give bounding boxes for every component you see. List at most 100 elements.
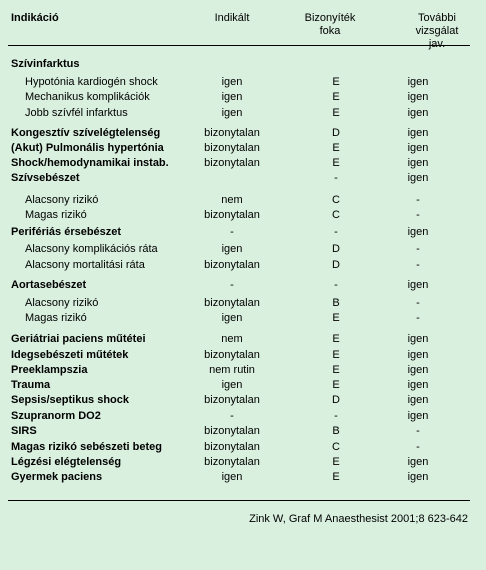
table-row: Alacsony mortalitási ráta bizonytalan D - — [0, 258, 486, 272]
table-row: SIRS bizonytalan B - — [0, 424, 486, 438]
row-bizonyitek: E — [332, 456, 340, 468]
row-bizonyitek: - — [334, 279, 338, 291]
row-tovabbi: - — [416, 209, 420, 221]
row-label: Shock/hemodynamikai instab. — [11, 157, 169, 169]
header-tovabbi: További vizsgálat jav. — [413, 12, 462, 51]
row-label: Légzési elégtelenség — [11, 456, 122, 468]
table-row: Alacsony rizikó nem C - — [0, 193, 486, 207]
table-row: Magas rizikó igen E - — [0, 311, 486, 325]
row-tovabbi: - — [416, 441, 420, 453]
row-indikalt: bizonytalan — [204, 349, 260, 361]
row-tovabbi: igen — [407, 333, 429, 345]
row-indikalt: - — [230, 226, 234, 238]
row-label: Geriátriai paciens műtétei — [11, 333, 146, 345]
row-indikalt: igen — [221, 312, 243, 324]
row-label: SIRS — [11, 425, 37, 437]
row-indikalt: igen — [221, 379, 243, 391]
row-indikalt: igen — [221, 471, 243, 483]
row-bizonyitek: D — [332, 394, 340, 406]
row-label: Alacsony rizikó — [25, 297, 99, 309]
row-label: Szívsebészet — [11, 172, 80, 184]
row-bizonyitek: C — [332, 441, 340, 453]
row-label: Mechanikus komplikációk — [25, 91, 150, 103]
row-tovabbi: - — [416, 194, 420, 206]
row-label: Trauma — [11, 379, 51, 391]
row-tovabbi: igen — [407, 456, 429, 468]
table-row: Szívinfarktus — [0, 57, 486, 71]
row-bizonyitek: - — [334, 410, 338, 422]
row-indikalt: bizonytalan — [204, 456, 260, 468]
row-tovabbi: igen — [407, 364, 429, 376]
row-bizonyitek: C — [332, 209, 340, 221]
header-rule — [8, 45, 470, 46]
row-tovabbi: igen — [407, 471, 429, 483]
row-tovabbi: - — [416, 425, 420, 437]
footer-rule — [8, 500, 470, 501]
row-bizonyitek: E — [332, 349, 340, 361]
row-label: Perifériás érsebészet — [11, 226, 122, 238]
row-tovabbi: igen — [407, 349, 429, 361]
row-bizonyitek: B — [332, 425, 340, 437]
row-bizonyitek: E — [332, 142, 340, 154]
row-label: Magas rizikó — [25, 312, 87, 324]
row-label: Idegsebészeti műtétek — [11, 349, 129, 361]
row-indikalt: nem — [221, 194, 243, 206]
row-indikalt: bizonytalan — [204, 259, 260, 271]
row-indikalt: igen — [221, 76, 243, 88]
row-label: Aortasebészet — [11, 279, 87, 291]
row-bizonyitek: D — [332, 259, 340, 271]
row-tovabbi: igen — [407, 127, 429, 139]
row-label: (Akut) Pulmonális hypertónia — [11, 142, 164, 154]
table-row: Alacsony rizikó bizonytalan B - — [0, 296, 486, 310]
row-tovabbi: igen — [407, 157, 429, 169]
header-indikalt: Indikált — [214, 12, 250, 24]
row-bizonyitek: E — [332, 471, 340, 483]
row-bizonyitek: D — [332, 127, 340, 139]
row-indikalt: bizonytalan — [204, 157, 260, 169]
table-row: Alacsony komplikációs ráta igen D - — [0, 242, 486, 256]
row-label: Magas rizikó sebészeti beteg — [11, 441, 162, 453]
header-bizonyitek-line1: Bizonyíték — [304, 12, 356, 24]
row-label: Gyermek paciens — [11, 471, 103, 483]
row-tovabbi: igen — [407, 410, 429, 422]
row-indikalt: - — [230, 279, 234, 291]
row-label: Alacsony mortalitási ráta — [25, 259, 145, 271]
table-row: (Akut) Pulmonális hypertónia bizonytalan E… — [0, 141, 486, 155]
header-bizonyitek-line2: foka — [319, 25, 341, 37]
row-label: Jobb szívfél infarktus — [25, 107, 128, 119]
row-indikalt: bizonytalan — [204, 297, 260, 309]
row-bizonyitek: E — [332, 107, 340, 119]
row-label: Szívinfarktus — [11, 58, 80, 70]
row-indikalt: igen — [221, 107, 243, 119]
row-tovabbi: igen — [407, 107, 429, 119]
row-bizonyitek: E — [332, 157, 340, 169]
row-tovabbi: igen — [407, 76, 429, 88]
table-row: Magas rizikó sebészeti beteg bizonytalan C… — [0, 440, 486, 454]
row-indikalt: igen — [221, 243, 243, 255]
row-tovabbi: igen — [407, 172, 429, 184]
row-tovabbi: igen — [407, 226, 429, 238]
table-row: Szupranorm DO2 - - igen — [0, 409, 486, 423]
row-indikalt: bizonytalan — [204, 127, 260, 139]
row-label: Sepsis/septikus shock — [11, 394, 129, 406]
row-bizonyitek: C — [332, 194, 340, 206]
row-bizonyitek: - — [334, 226, 338, 238]
row-indikalt: bizonytalan — [204, 425, 260, 437]
row-bizonyitek: E — [332, 333, 340, 345]
header-tovabbi-line2: vizsgálat jav. — [415, 25, 459, 50]
row-tovabbi: igen — [407, 279, 429, 291]
header-tovabbi-line1: További — [418, 12, 456, 24]
citation: Zink W, Graf M Anaesthesist 2001;8 623-6… — [249, 513, 468, 525]
row-tovabbi: igen — [407, 142, 429, 154]
